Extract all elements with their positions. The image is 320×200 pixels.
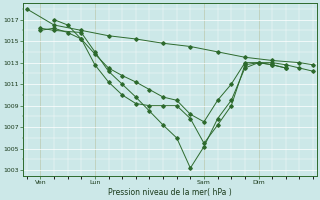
X-axis label: Pression niveau de la mer( hPa ): Pression niveau de la mer( hPa ) (108, 188, 232, 197)
